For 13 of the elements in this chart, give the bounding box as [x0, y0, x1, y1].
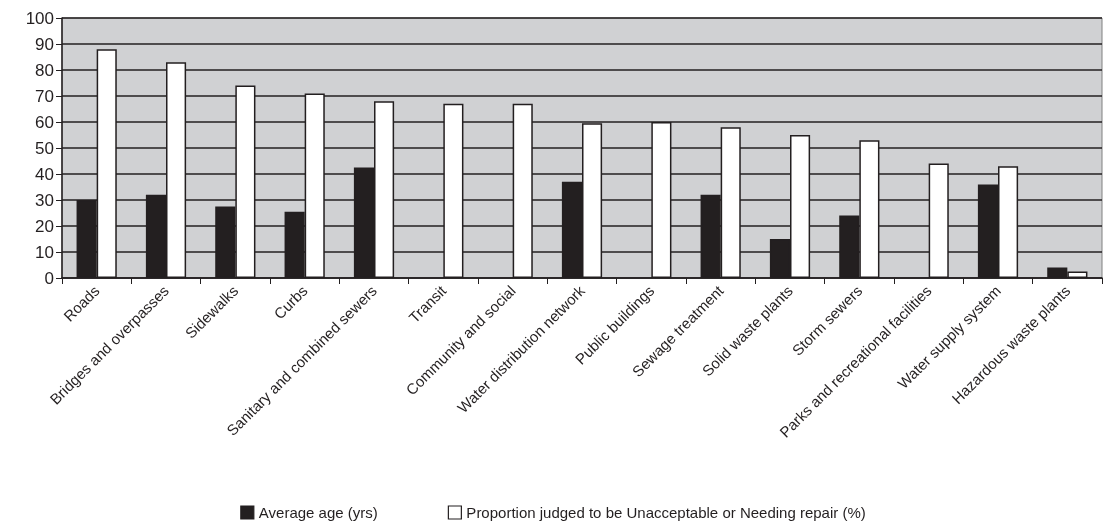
y-tick-label: 20: [35, 216, 54, 236]
y-tick-label: 90: [35, 34, 54, 54]
y-tick-label: 60: [35, 112, 54, 132]
y-tick-label: 30: [35, 190, 54, 210]
legend-label: Proportion judged to be Unacceptable or Needing repair (%): [466, 504, 866, 521]
y-tick-label: 10: [35, 242, 54, 262]
y-tick-label: 40: [35, 164, 54, 184]
y-tick-label: 80: [35, 60, 54, 80]
y-tick-label: 50: [35, 138, 54, 158]
y-tick-label: 70: [35, 86, 54, 106]
y-tick-label: 0: [44, 268, 54, 288]
legend-label: Average age (yrs): [258, 504, 378, 521]
y-tick-label: 100: [25, 8, 54, 28]
